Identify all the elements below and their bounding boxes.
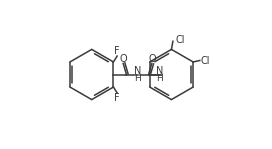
- Text: O: O: [119, 54, 127, 64]
- Text: N: N: [134, 66, 141, 76]
- Text: Cl: Cl: [175, 35, 185, 45]
- Text: Cl: Cl: [200, 56, 210, 66]
- Text: N: N: [156, 66, 163, 76]
- Text: H: H: [156, 74, 163, 83]
- Text: F: F: [115, 93, 120, 103]
- Text: F: F: [115, 46, 120, 56]
- Text: H: H: [134, 74, 141, 83]
- Text: O: O: [149, 54, 156, 64]
